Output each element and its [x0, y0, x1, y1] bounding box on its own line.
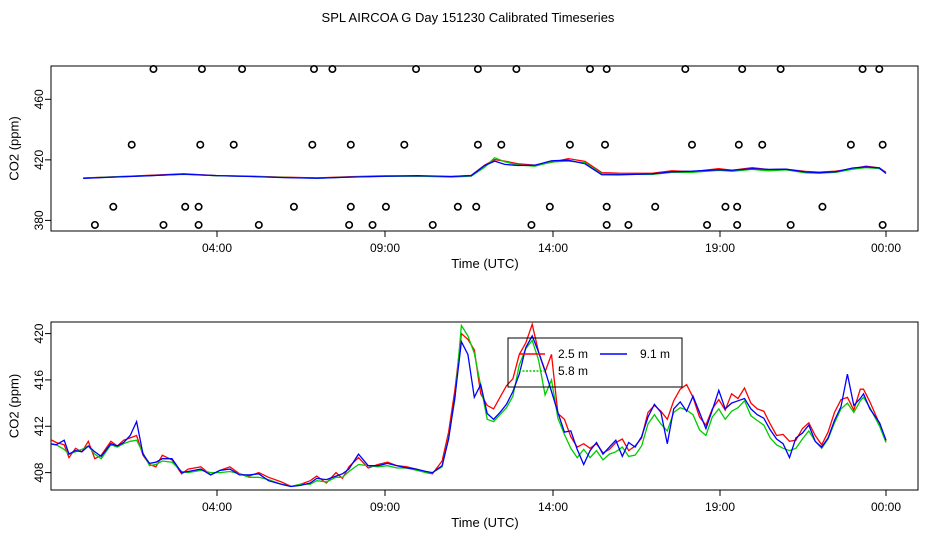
calibration-point — [786, 220, 795, 229]
calibration-point — [734, 140, 743, 149]
calibration-point — [624, 220, 633, 229]
calibration-point — [602, 65, 611, 74]
series-line-2-5-m — [51, 322, 887, 488]
x-tick-label: 09:00 — [370, 500, 400, 514]
calibration-point — [453, 202, 462, 211]
calibration-point — [585, 65, 594, 74]
y-tick-label: 420 — [32, 323, 46, 343]
calibration-point — [197, 65, 206, 74]
plot-frame — [50, 65, 919, 232]
calibration-point — [687, 140, 696, 149]
x-tick-label: 14:00 — [538, 500, 568, 514]
calibration-point — [181, 202, 190, 211]
calibration-point — [346, 140, 355, 149]
legend-label: 5.8 m — [558, 364, 588, 378]
y-axis-title: CO2 (ppm) — [7, 374, 22, 438]
calibration-point — [527, 220, 536, 229]
y-tick-label: 416 — [32, 370, 46, 390]
calibration-point — [818, 202, 827, 211]
calibration-point — [473, 140, 482, 149]
x-tick-label: 00:00 — [871, 241, 901, 255]
x-axis-title: Time (UTC) — [451, 256, 518, 271]
plot-frame — [50, 321, 919, 491]
calibration-point — [473, 65, 482, 74]
calibration-point — [878, 140, 887, 149]
calibration-point — [194, 202, 203, 211]
calibration-point — [310, 65, 319, 74]
legend-label: 2.5 m — [558, 347, 588, 361]
calibration-point — [601, 140, 610, 149]
y-tick-label: 460 — [32, 89, 46, 109]
calibration-point — [412, 65, 421, 74]
x-tick-label: 04:00 — [202, 241, 232, 255]
series-line-9-1-m — [51, 334, 887, 488]
calibration-point — [545, 202, 554, 211]
x-axis-title: Time (UTC) — [451, 515, 518, 530]
legend-box — [507, 337, 683, 388]
y-tick-label: 408 — [32, 462, 46, 482]
calibration-point — [127, 140, 136, 149]
series-line-5-8-m — [51, 323, 887, 488]
calibration-point — [846, 140, 855, 149]
calibration-point — [196, 140, 205, 149]
calibration-point — [875, 65, 884, 74]
calibration-point — [497, 140, 506, 149]
calibration-point — [733, 202, 742, 211]
y-tick-label: 420 — [32, 150, 46, 170]
y-tick-label: 380 — [32, 210, 46, 230]
x-tick-label: 19:00 — [705, 500, 735, 514]
calibration-point — [90, 220, 99, 229]
calibration-point — [381, 202, 390, 211]
calibration-point — [858, 65, 867, 74]
calibration-point — [721, 202, 730, 211]
chart-title: SPL AIRCOA G Day 151230 Calibrated Times… — [322, 10, 615, 25]
x-tick-label: 09:00 — [370, 241, 400, 255]
calibration-point — [602, 220, 611, 229]
calibration-point — [602, 202, 611, 211]
legend: 2.5 m 5.8 m 9.1 m — [507, 337, 683, 388]
series-line-0000ff — [83, 159, 887, 179]
top-panel: 04:00 09:00 14:00 19:00 00:00 Time (UTC) 380 42… — [7, 65, 919, 271]
legend-label: 9.1 m — [640, 347, 670, 361]
calibration-point — [681, 65, 690, 74]
calibration-point — [345, 220, 354, 229]
calibration-point — [328, 65, 337, 74]
calibration-point — [878, 220, 887, 229]
calibration-point — [346, 202, 355, 211]
calibration-point — [703, 220, 712, 229]
calibration-point — [159, 220, 168, 229]
calibration-point — [149, 65, 158, 74]
x-tick-label: 14:00 — [538, 241, 568, 255]
calibration-point — [512, 65, 521, 74]
calibration-point — [758, 140, 767, 149]
calibration-point — [308, 140, 317, 149]
y-tick-label: 412 — [32, 416, 46, 436]
calibration-point — [738, 65, 747, 74]
calibration-point — [368, 220, 377, 229]
y-axis-title: CO2 (ppm) — [7, 116, 22, 180]
calibration-point — [776, 65, 785, 74]
bottom-panel: 04:00 09:00 14:00 19:00 00:00 Time (UTC) 408 41… — [7, 321, 919, 530]
calibration-point — [733, 220, 742, 229]
x-tick-label: 00:00 — [871, 500, 901, 514]
calibration-point — [229, 140, 238, 149]
calibration-point — [651, 202, 660, 211]
calibration-point — [565, 140, 574, 149]
calibration-point — [254, 220, 263, 229]
calibration-point — [109, 202, 118, 211]
calibration-point — [289, 202, 298, 211]
calibration-point — [400, 140, 409, 149]
calibration-point — [428, 220, 437, 229]
x-tick-label: 19:00 — [705, 241, 735, 255]
x-tick-label: 04:00 — [202, 500, 232, 514]
calibration-point — [238, 65, 247, 74]
calibration-point — [472, 202, 481, 211]
calibration-point — [194, 220, 203, 229]
